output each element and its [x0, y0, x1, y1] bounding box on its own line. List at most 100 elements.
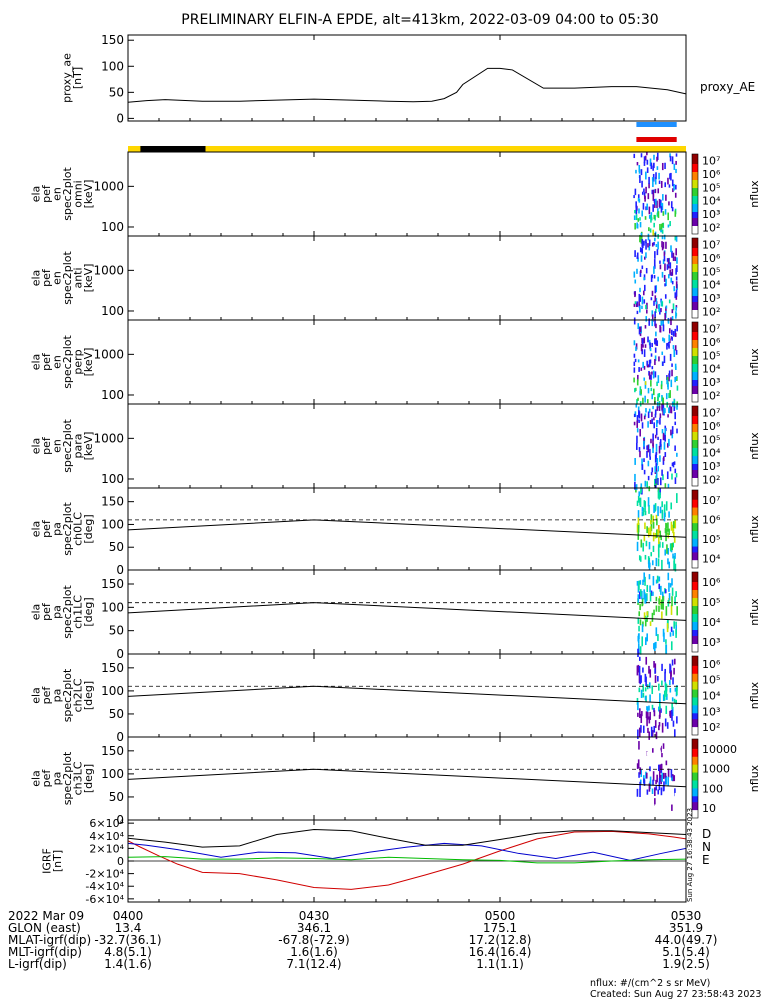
spectrogram-cell	[658, 800, 661, 809]
spectrogram-cell	[664, 589, 667, 594]
spectrogram-cell	[658, 706, 660, 712]
spectrogram-cell	[660, 763, 663, 771]
spectrogram-cell	[640, 589, 642, 597]
y-tick-label: -2×10⁴	[85, 868, 124, 881]
colorbar-cell	[692, 176, 698, 179]
spectrogram-cell	[656, 575, 659, 583]
proxy-ae-panel: 0 50 100 150 proxy_ae[nT] proxy_AE	[60, 33, 755, 125]
spectrogram-cell	[639, 271, 642, 277]
zone-bar-blue	[636, 122, 677, 127]
colorbar-cell	[692, 154, 698, 157]
spectrogram-cell	[656, 152, 659, 160]
spectrogram-cell	[641, 241, 644, 247]
colorbar-cell	[692, 344, 698, 347]
spectrogram-cell	[666, 722, 669, 729]
spectrogram-cell	[640, 235, 643, 244]
spectrogram-cell	[654, 347, 657, 353]
spectrogram-cell	[648, 227, 650, 232]
spectrogram-cell	[650, 380, 652, 387]
spectrogram-cell	[638, 491, 641, 497]
colorbar-cell	[692, 284, 698, 287]
spectrogram-cell	[672, 345, 675, 350]
colorbar-label: nflux	[748, 180, 761, 208]
spectrogram-cell	[655, 557, 658, 567]
spectrogram-cell	[639, 326, 642, 333]
spectrogram-cell	[673, 183, 675, 191]
colorbar-cell	[692, 490, 698, 493]
spectrogram-cell	[675, 311, 677, 319]
spectrogram-cell	[675, 184, 677, 190]
y-tick-label: 6×10⁴	[89, 817, 124, 830]
spectrogram-cell	[650, 212, 653, 218]
colorbar-cell	[692, 673, 698, 677]
spectrogram-cell	[637, 406, 640, 411]
colorbar-cell	[692, 622, 698, 625]
colorbar-cell	[692, 456, 698, 459]
spectrogram-cell	[643, 277, 645, 281]
colorbar-cell	[692, 754, 698, 758]
colorbar-tick-label: 10²	[702, 721, 720, 734]
spectrogram-cell	[639, 304, 641, 313]
spectrogram-cell	[635, 206, 638, 215]
colorbar-cell	[692, 725, 698, 728]
igrf-legend-N: N	[702, 840, 711, 854]
spectrogram-cell	[644, 216, 647, 220]
spectrogram-cell	[641, 180, 643, 188]
spectrogram-cell	[675, 591, 677, 598]
spectrogram-cell	[636, 310, 639, 315]
spectrogram-cell	[641, 601, 644, 607]
spectrogram-cell	[662, 211, 665, 216]
colorbar-cell	[692, 750, 698, 754]
spectrogram-cell	[646, 152, 648, 156]
spectrogram-cell	[655, 297, 658, 305]
spectrogram-cell	[655, 641, 657, 649]
spectrogram-cell	[662, 774, 664, 779]
spectrogram-cell	[646, 751, 649, 756]
spectrogram-cell	[653, 661, 655, 668]
spectrogram-cell	[655, 514, 658, 521]
spectrogram-cell	[637, 701, 639, 711]
spectrogram-cell	[652, 447, 654, 454]
spectrogram-cell	[634, 473, 636, 482]
spectrogram-cell	[658, 683, 660, 691]
ylabel-line: spec2plot	[61, 502, 74, 556]
colorbar-label: nflux	[748, 598, 761, 626]
spectrogram-cell	[667, 483, 670, 488]
spectrogram-cell	[646, 716, 648, 727]
colorbar-cell	[692, 160, 698, 163]
spectrogram-cell	[637, 664, 640, 673]
spectrogram-cell	[660, 708, 662, 713]
footer-value: 1.4(1.6)	[104, 957, 152, 971]
spectrogram-cell	[670, 406, 673, 414]
spectrogram-cell	[646, 789, 649, 795]
footer-value: 17.2(12.8)	[469, 933, 532, 947]
spectrogram-cell	[633, 271, 636, 278]
colorbar-tick-label: 10⁵	[702, 181, 720, 194]
figure-title: PRELIMINARY ELFIN-A EPDE, alt=413km, 202…	[181, 12, 658, 28]
spectrogram-cell	[641, 248, 643, 254]
colorbar-tick-label: 10⁷	[702, 494, 720, 507]
spectrogram-cell	[637, 359, 640, 363]
spectrogram-cell	[640, 725, 642, 733]
spectrogram-cell	[641, 801, 644, 809]
spectrogram-cell	[664, 718, 667, 727]
spectrogram-cell	[641, 590, 643, 600]
spectrogram-cell	[675, 629, 677, 638]
colorbar-cell	[692, 677, 698, 681]
spectrogram-cell	[651, 560, 654, 566]
colorbar-cell	[692, 270, 698, 273]
spectrogram-cell	[653, 642, 656, 652]
spectrogram-cell	[666, 799, 668, 806]
spectrogram-cell	[636, 435, 638, 444]
spectrogram-cell	[667, 177, 669, 185]
colorbar-cell	[692, 288, 698, 291]
colorbar-cell	[692, 495, 698, 499]
spectrogram-cell	[675, 473, 678, 478]
spectrogram-cell	[633, 367, 636, 373]
colorbar-cell	[692, 582, 698, 585]
spectrogram-cell	[649, 592, 652, 602]
footer-value: 346.1	[297, 921, 331, 935]
spectrogram-cell	[654, 214, 656, 221]
colorbar-cell	[692, 174, 698, 177]
